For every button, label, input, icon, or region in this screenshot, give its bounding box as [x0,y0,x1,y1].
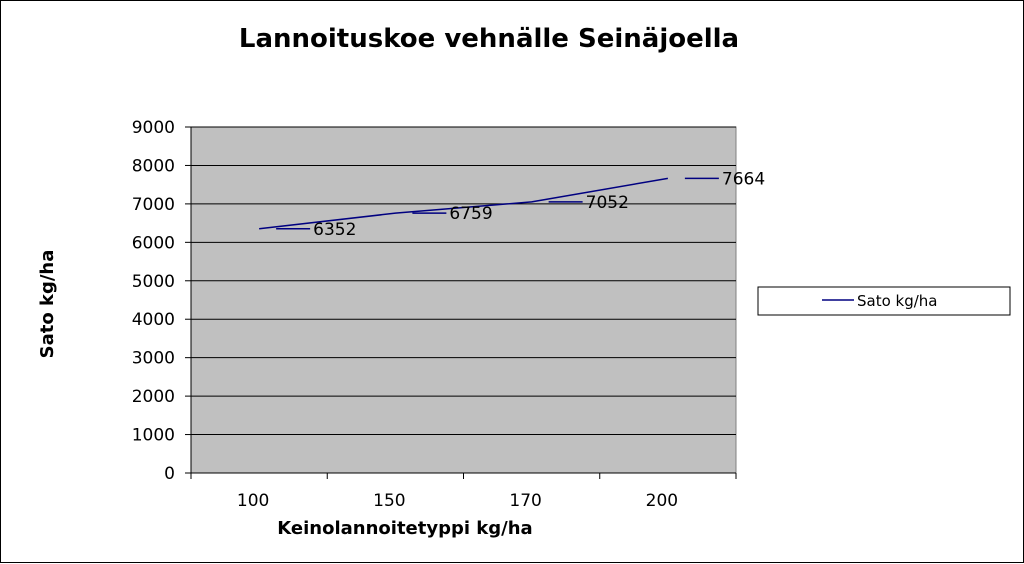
series-layer [259,177,669,230]
y-tick-label: 2000 [132,387,175,407]
data-label: 6759 [449,204,492,224]
y-axis-title: Sato kg/ha [37,250,58,359]
y-axis-ticks: 0 1000 2000 3000 4000 5000 6000 7000 8000 9000 [132,118,191,484]
y-tick-label: 0 [164,464,175,484]
y-tick-label: 5000 [132,272,175,292]
series-line [259,177,669,230]
y-tick-label: 3000 [132,349,175,369]
data-label: 7052 [586,193,629,213]
y-tick-label: 7000 [132,195,175,215]
chart-title: Lannoituskoe vehnälle Seinäjoella [239,24,739,54]
data-label: 7664 [722,169,765,189]
y-tick-label: 4000 [132,310,175,330]
plot-area [190,126,737,474]
y-tick-label: 1000 [132,426,175,446]
y-tick-label: 6000 [132,233,175,253]
legend-label: Sato kg/ha [857,292,938,310]
data-label: 6352 [313,220,356,240]
x-axis-ticks: 100 150 170 200 [190,473,737,511]
y-tick-label: 8000 [132,156,175,176]
x-tick-label: 200 [646,491,678,511]
y-tick-label: 9000 [132,118,175,138]
x-axis-title: Keinolannoitetyppi kg/ha [277,518,532,539]
x-tick-label: 100 [237,491,269,511]
legend-box [757,286,1011,316]
legend: Sato kg/ha [757,286,1011,316]
gridlines [191,126,736,436]
data-labels: 6352 6759 7052 7664 [276,169,765,240]
x-tick-label: 170 [509,491,541,511]
x-tick-label: 150 [373,491,405,511]
